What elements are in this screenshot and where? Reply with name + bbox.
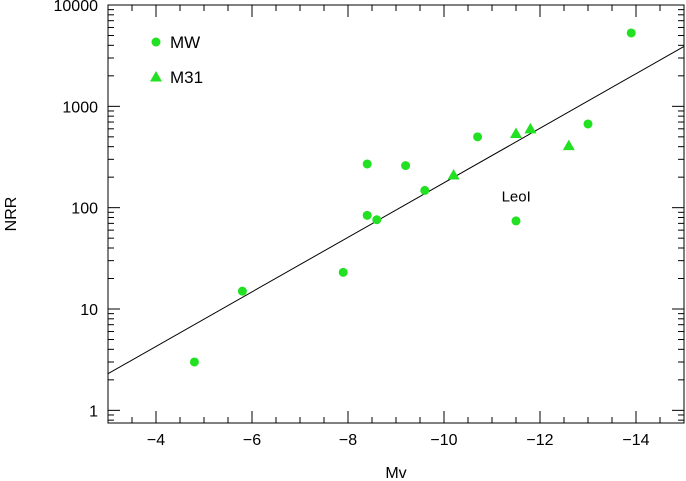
y-tick-label: 10000 — [54, 0, 99, 15]
mw-point — [362, 210, 372, 220]
m31-point — [524, 122, 537, 134]
x-tick-label: −6 — [243, 432, 261, 449]
x-tick-label: −4 — [147, 432, 165, 449]
y-axis-label: NRR — [3, 197, 20, 232]
mw-point — [372, 215, 382, 225]
mw-point — [511, 216, 521, 226]
legend-label-mw: MW — [170, 33, 200, 52]
annotations: LeoI — [502, 189, 531, 206]
y-tick-label: 100 — [71, 201, 98, 218]
axis-tick-labels: −4 −6 −8 −10 −12 −14 1 10 100 1000 10000 — [54, 0, 650, 449]
mw-point — [237, 286, 247, 296]
legend: MW M31 — [150, 33, 203, 87]
y-tick-label: 1000 — [62, 99, 98, 116]
mw-point — [473, 132, 483, 142]
mw-point — [420, 185, 430, 195]
annotation-label: LeoI — [502, 189, 531, 206]
x-axis-label: Mv — [385, 465, 406, 481]
axis-ticks — [107, 4, 685, 423]
mw-point — [583, 119, 593, 129]
legend-label-m31: M31 — [170, 68, 203, 87]
x-tick-label: −8 — [339, 432, 357, 449]
mw-point — [338, 267, 348, 277]
mw-point — [189, 357, 199, 367]
m31-point — [447, 169, 460, 180]
x-tick-label: −10 — [430, 432, 457, 449]
y-tick-label: 10 — [80, 302, 98, 319]
mw-point — [626, 28, 636, 38]
y-tick-label: 1 — [89, 403, 98, 420]
fit-line — [107, 46, 685, 375]
m31-point — [510, 127, 522, 138]
mw-point — [362, 159, 372, 169]
data-points — [189, 28, 636, 367]
mw-point — [401, 161, 411, 171]
x-tick-label: −14 — [622, 432, 649, 449]
legend-marker-m31 — [150, 71, 162, 82]
x-tick-label: −12 — [526, 432, 553, 449]
legend-marker-mw — [151, 37, 161, 47]
m31-point — [562, 139, 575, 151]
